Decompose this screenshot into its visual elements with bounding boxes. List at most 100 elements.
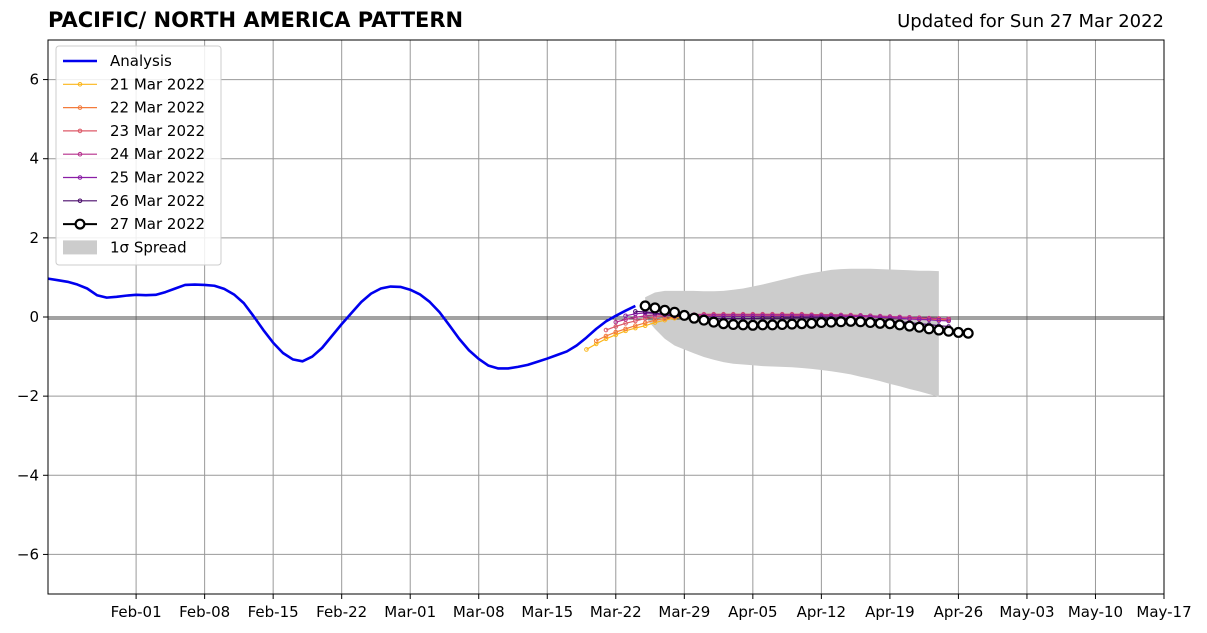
legend-swatch-marker xyxy=(77,82,83,87)
series-point xyxy=(642,323,648,329)
series-point xyxy=(776,319,788,331)
series-point xyxy=(613,324,619,329)
series-point xyxy=(642,316,648,321)
legend-label: 21 Mar 2022 xyxy=(110,75,205,93)
series-point xyxy=(796,318,808,330)
x-tick-label: Mar-29 xyxy=(658,603,710,621)
series-point xyxy=(727,319,739,331)
x-tick-label: Apr-12 xyxy=(797,603,847,621)
series-point xyxy=(835,316,847,328)
series-point xyxy=(946,318,951,324)
legend-swatch-marker xyxy=(77,105,83,110)
x-tick-label: Apr-05 xyxy=(728,603,778,621)
legend-swatch-marker xyxy=(74,218,86,230)
x-tick-label: Mar-01 xyxy=(384,603,436,621)
series-point xyxy=(943,325,955,337)
series-point xyxy=(688,312,700,324)
series-point xyxy=(916,317,922,322)
series-point xyxy=(845,315,857,327)
analysis-line xyxy=(47,277,636,370)
series-point xyxy=(884,318,896,330)
x-tick-label: Mar-15 xyxy=(521,603,573,621)
series-point xyxy=(603,333,609,339)
series-point xyxy=(639,300,651,312)
chart-title: PACIFIC/ NORTH AMERICA PATTERN xyxy=(48,8,464,32)
series-layer xyxy=(47,277,974,370)
series-point xyxy=(926,317,932,323)
series-point xyxy=(806,317,818,329)
series-point xyxy=(623,326,628,332)
series-point xyxy=(874,317,886,329)
series-point xyxy=(633,309,638,314)
series-point xyxy=(747,319,759,331)
x-tick-label: Feb-22 xyxy=(316,603,367,621)
series-point xyxy=(936,318,942,323)
series-point xyxy=(903,320,915,332)
spread-band xyxy=(645,268,939,397)
series-point xyxy=(815,317,827,329)
series-point xyxy=(678,309,690,321)
series-point xyxy=(962,327,974,339)
x-tick-label: May-17 xyxy=(1136,603,1191,621)
chart-updated-date: Updated for Sun 27 Mar 2022 xyxy=(897,11,1164,32)
legend: Analysis 21 Mar 2022 22 Mar 2022 23 Mar 202… xyxy=(55,45,222,266)
y-tick-label: 2 xyxy=(29,229,39,247)
legend-label: 22 Mar 2022 xyxy=(110,99,205,117)
x-tick-label: Feb-15 xyxy=(248,603,299,621)
legend-label: 24 Mar 2022 xyxy=(110,145,205,163)
legend-swatch-marker xyxy=(77,175,83,180)
x-tick-label: May-10 xyxy=(1068,603,1123,621)
x-tick-label: Feb-08 xyxy=(179,603,230,621)
legend-box xyxy=(55,45,222,266)
series-point xyxy=(603,336,609,342)
series-point xyxy=(649,302,661,314)
legend-label: 26 Mar 2022 xyxy=(110,192,205,210)
series-point xyxy=(633,323,638,329)
series-point xyxy=(669,306,681,318)
series-point xyxy=(708,316,720,328)
legend-label: 25 Mar 2022 xyxy=(110,169,205,187)
legend-label: 1σ Spread xyxy=(110,238,187,256)
legend-swatch-marker xyxy=(77,128,83,134)
series-point xyxy=(864,317,876,329)
series-point xyxy=(825,316,837,328)
series-point xyxy=(894,319,906,331)
series-point xyxy=(603,327,609,333)
series-point xyxy=(642,320,648,326)
series-point xyxy=(855,316,867,328)
series-point xyxy=(952,326,964,338)
series-point xyxy=(923,323,935,335)
series-point xyxy=(623,313,628,319)
series-point xyxy=(613,319,619,325)
spread-layer xyxy=(645,268,939,397)
y-tick-label: 4 xyxy=(29,150,39,168)
series-point xyxy=(766,319,778,331)
forecast-series-6 xyxy=(639,300,974,339)
legend-swatch-spread xyxy=(63,240,97,255)
y-tick-label: 0 xyxy=(29,308,39,326)
series-point xyxy=(593,338,599,344)
y-tick-label: 6 xyxy=(29,71,39,89)
series-point xyxy=(613,332,619,338)
zero-line-layer xyxy=(48,316,1164,320)
y-tick-label: −6 xyxy=(17,545,39,563)
legend-label: 23 Mar 2022 xyxy=(110,122,205,140)
series-point xyxy=(613,329,619,335)
series-point xyxy=(737,319,749,331)
y-tick-label: −2 xyxy=(17,387,39,405)
series-point xyxy=(913,321,925,333)
series-point xyxy=(786,318,798,330)
legend-swatch-marker xyxy=(77,198,83,204)
series-point xyxy=(933,324,945,336)
series-point xyxy=(659,304,671,316)
y-tick-label: −4 xyxy=(17,466,39,484)
x-tick-label: Mar-08 xyxy=(453,603,505,621)
x-tick-label: Apr-19 xyxy=(865,603,915,621)
legend-label: 27 Mar 2022 xyxy=(110,215,205,233)
series-point xyxy=(584,347,589,352)
x-tick-label: Apr-26 xyxy=(934,603,984,621)
x-tick-label: May-03 xyxy=(999,603,1054,621)
series-point xyxy=(757,319,769,331)
x-tick-label: Feb-01 xyxy=(111,603,162,621)
